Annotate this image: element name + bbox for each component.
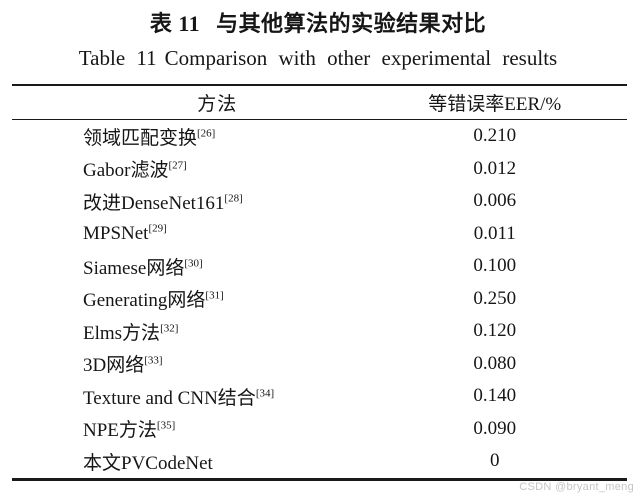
eer-value-cell: 0.250 bbox=[473, 287, 517, 309]
column-header-method: 方法 bbox=[197, 94, 238, 115]
table-title-zh-label: 表 11 bbox=[149, 11, 201, 36]
method-name: 本文PVCodeNet bbox=[83, 452, 213, 474]
method-name: NPE方法 bbox=[83, 420, 157, 442]
table-title-en: Table 11 Comparison with other experiment… bbox=[0, 46, 636, 71]
column-header-eer: 等错误率EER/% bbox=[428, 94, 562, 115]
method-citation-ref: [28] bbox=[224, 192, 243, 205]
eer-value-cell: 0.080 bbox=[473, 352, 517, 374]
method-citation-ref: [30] bbox=[184, 257, 203, 270]
table-title-en-text: Comparison with other experimental resul… bbox=[164, 46, 558, 70]
method-citation-ref: [33] bbox=[144, 354, 163, 367]
method-name: Gabor滤波 bbox=[83, 160, 169, 182]
table-header-row: 方法 等错误率EER/% bbox=[12, 86, 627, 120]
eer-value-cell: 0 bbox=[490, 450, 500, 472]
table-row: Texture and CNN结合[34] 0.140 bbox=[12, 380, 627, 413]
watermark: CSDN @bryant_meng bbox=[519, 481, 634, 493]
method-citation-ref: [35] bbox=[156, 419, 176, 432]
eer-value-cell: 0.012 bbox=[473, 157, 517, 179]
table-row: Generating网络[31] 0.250 bbox=[12, 283, 627, 316]
method-name: Elms方法 bbox=[83, 322, 161, 344]
table-title-en-label: Table 11 bbox=[78, 46, 157, 70]
table-row: 改进DenseNet161[28] 0.006 bbox=[12, 185, 627, 218]
eer-value-cell: 0.006 bbox=[473, 190, 517, 212]
method-citation-ref: [27] bbox=[168, 159, 187, 172]
method-cell: 领域匹配变换[26] bbox=[12, 123, 363, 150]
table-row: Siamese网络[30] 0.100 bbox=[12, 250, 627, 283]
method-citation-ref: [31] bbox=[205, 289, 224, 302]
table-body: 领域匹配变换[26] 0.210 Gabor滤波[27] 0.012 改进Den… bbox=[12, 120, 627, 478]
method-cell: Siamese网络[30] bbox=[12, 253, 363, 280]
method-cell: Texture and CNN结合[34] bbox=[12, 383, 363, 410]
method-name: 改进DenseNet161 bbox=[83, 192, 225, 214]
table-row: 3D网络[33] 0.080 bbox=[12, 348, 627, 381]
eer-value-cell: 0.140 bbox=[473, 385, 517, 407]
table-row: NPE方法[35] 0.090 bbox=[12, 413, 627, 446]
table-row: 本文PVCodeNet 0 bbox=[12, 445, 627, 478]
method-cell: 改进DenseNet161[28] bbox=[12, 188, 363, 215]
method-name: 3D网络 bbox=[83, 355, 145, 377]
eer-value-cell: 0.120 bbox=[473, 320, 517, 342]
method-citation-ref: [29] bbox=[148, 222, 167, 235]
method-cell: NPE方法[35] bbox=[12, 415, 363, 442]
method-cell: MPSNet[29] bbox=[12, 223, 363, 245]
method-cell: Gabor滤波[27] bbox=[12, 155, 363, 182]
table-row: 领域匹配变换[26] 0.210 bbox=[12, 120, 627, 153]
method-name: 领域匹配变换 bbox=[83, 127, 198, 149]
comparison-table: 方法 等错误率EER/% 领域匹配变换[26] 0.210 Gabor滤波[27… bbox=[12, 84, 627, 481]
method-name: Siamese网络 bbox=[83, 257, 185, 279]
method-citation-ref: [32] bbox=[160, 322, 179, 335]
method-name: Texture and CNN结合 bbox=[83, 387, 256, 409]
table-title-zh: 表 11 与其他算法的实验结果对比 bbox=[0, 0, 636, 37]
eer-value-cell: 0.011 bbox=[473, 222, 516, 244]
method-name: MPSNet bbox=[83, 222, 149, 244]
method-name: Generating网络 bbox=[83, 290, 206, 312]
method-cell: 3D网络[33] bbox=[12, 350, 363, 377]
method-cell: Elms方法[32] bbox=[12, 318, 363, 345]
method-citation-ref: [34] bbox=[255, 387, 275, 400]
eer-value-cell: 0.210 bbox=[473, 125, 517, 147]
eer-value-cell: 0.100 bbox=[473, 255, 517, 277]
table-row: Gabor滤波[27] 0.012 bbox=[12, 153, 627, 186]
method-citation-ref: [26] bbox=[197, 127, 216, 140]
table-row: MPSNet[29] 0.011 bbox=[12, 218, 627, 251]
method-cell: 本文PVCodeNet bbox=[12, 448, 363, 475]
method-cell: Generating网络[31] bbox=[12, 285, 363, 312]
eer-value-cell: 0.090 bbox=[473, 417, 517, 439]
table-title-zh-text: 与其他算法的实验结果对比 bbox=[216, 11, 487, 36]
table-row: Elms方法[32] 0.120 bbox=[12, 315, 627, 348]
